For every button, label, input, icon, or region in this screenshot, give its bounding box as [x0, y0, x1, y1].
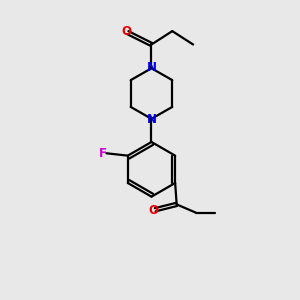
Text: N: N	[146, 113, 157, 126]
Text: O: O	[121, 25, 131, 38]
Text: N: N	[146, 61, 157, 74]
Text: O: O	[149, 204, 159, 217]
Text: F: F	[98, 147, 106, 160]
